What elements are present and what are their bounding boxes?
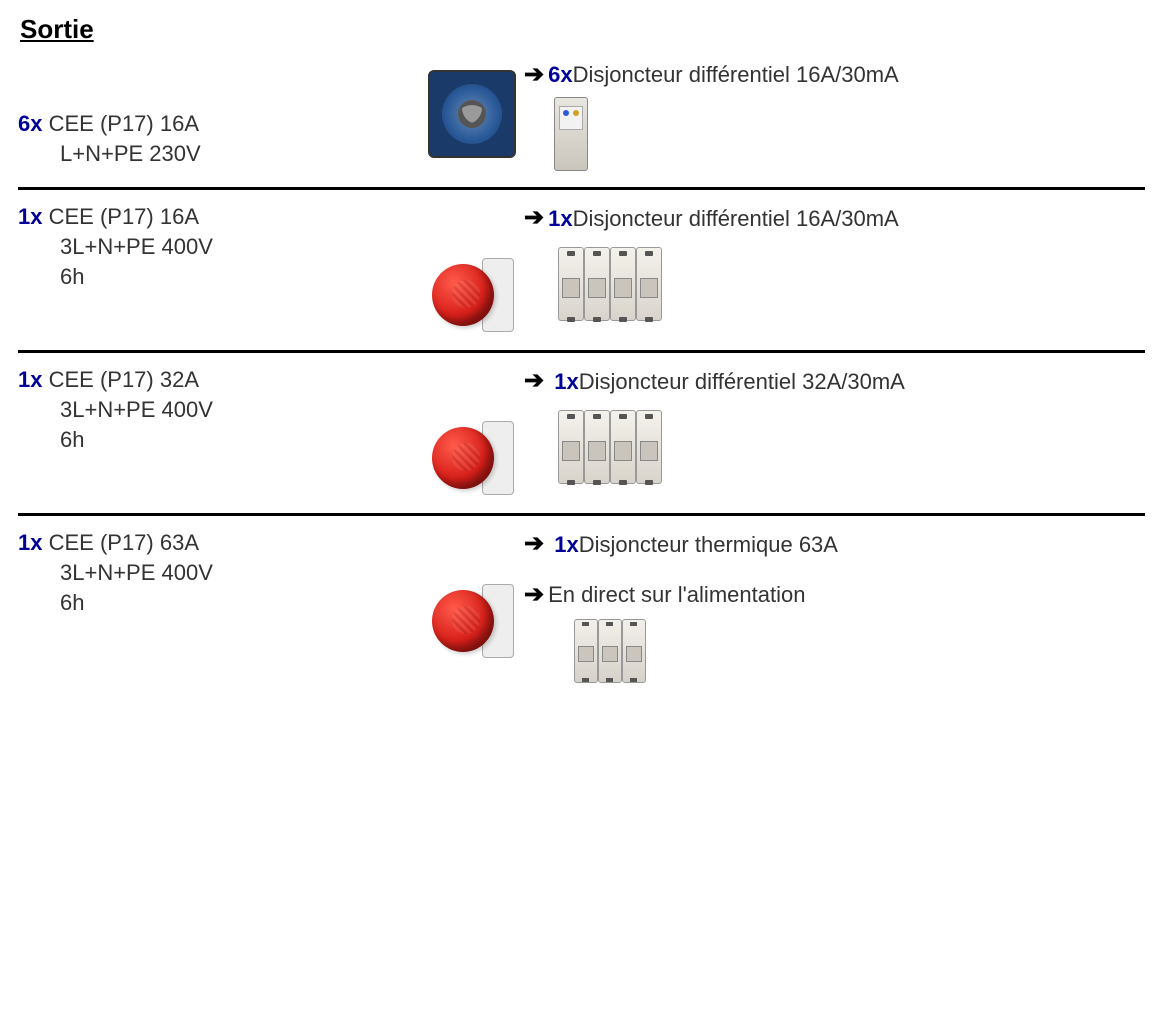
breaker-image	[554, 241, 1145, 327]
qty-label: 1x	[548, 204, 572, 234]
breaker-text: En direct sur l'alimentation	[548, 580, 805, 610]
cee-red-socket-icon	[430, 417, 514, 497]
socket-spec: 6x CEE (P17) 16A L+N+PE 230V	[18, 59, 426, 168]
output-row: 1x CEE (P17) 32A 3L+N+PE 400V 6h ➔ 1x Di…	[18, 359, 1145, 507]
cee-blue-socket-icon	[428, 70, 516, 158]
qty-label: 1x	[18, 204, 42, 229]
spec-line3: 6h	[18, 588, 426, 618]
divider	[18, 350, 1145, 353]
arrow-icon: ➔	[524, 528, 544, 560]
socket-spec: 1x CEE (P17) 16A 3L+N+PE 400V 6h	[18, 202, 426, 291]
cee-red-socket-icon	[430, 254, 514, 334]
breaker-image	[554, 404, 1145, 490]
spec-line2: L+N+PE 230V	[18, 139, 426, 169]
spec-line1: CEE (P17) 63A	[42, 530, 199, 555]
output-row: 1x CEE (P17) 63A 3L+N+PE 400V 6h ➔ 1x Di…	[18, 522, 1145, 697]
arrow-icon: ➔	[524, 365, 544, 397]
socket-spec: 1x CEE (P17) 63A 3L+N+PE 400V 6h	[18, 528, 426, 617]
qty-label: 6x	[548, 60, 572, 90]
breaker-text: Disjoncteur différentiel 16A/30mA	[573, 60, 899, 90]
rcd-4p-icon	[554, 404, 664, 490]
qty-label: 1x	[18, 530, 42, 555]
spec-line3: 6h	[18, 425, 426, 455]
divider	[18, 187, 1145, 190]
output-row: 6x CEE (P17) 16A L+N+PE 230V ➔ 6x Disjon…	[18, 53, 1145, 181]
spec-line3: 6h	[18, 262, 426, 292]
arrow-icon: ➔	[524, 59, 544, 91]
rcd-2p-icon	[554, 97, 588, 171]
breaker-image	[554, 97, 1145, 171]
breaker-image	[572, 615, 1145, 687]
breaker-text: Disjoncteur différentiel 16A/30mA	[573, 204, 899, 234]
spec-line1: CEE (P17) 32A	[42, 367, 199, 392]
socket-image	[426, 202, 518, 334]
arrow-icon: ➔	[524, 202, 544, 234]
mcb-3p-icon	[572, 615, 652, 687]
arrow-icon: ➔	[524, 579, 544, 611]
breaker-text: Disjoncteur thermique 63A	[579, 530, 838, 560]
spec-line1: CEE (P17) 16A	[42, 111, 199, 136]
spec-line2: 3L+N+PE 400V	[18, 395, 426, 425]
breaker-text: Disjoncteur différentiel 32A/30mA	[579, 367, 905, 397]
qty-label: 6x	[18, 111, 42, 136]
spec-line2: 3L+N+PE 400V	[18, 558, 426, 588]
spec-line2: 3L+N+PE 400V	[18, 232, 426, 262]
qty-label: 1x	[554, 367, 578, 397]
socket-image	[426, 528, 518, 660]
qty-label: 1x	[18, 367, 42, 392]
socket-spec: 1x CEE (P17) 32A 3L+N+PE 400V 6h	[18, 365, 426, 454]
output-row: 1x CEE (P17) 16A 3L+N+PE 400V 6h ➔ 1x Di…	[18, 196, 1145, 344]
qty-label: 1x	[554, 530, 578, 560]
spec-line1: CEE (P17) 16A	[42, 204, 199, 229]
section-title: Sortie	[20, 14, 1145, 45]
socket-image	[426, 365, 518, 497]
socket-image	[426, 70, 518, 158]
rcd-4p-icon	[554, 241, 664, 327]
divider	[18, 513, 1145, 516]
cee-red-socket-icon	[430, 580, 514, 660]
